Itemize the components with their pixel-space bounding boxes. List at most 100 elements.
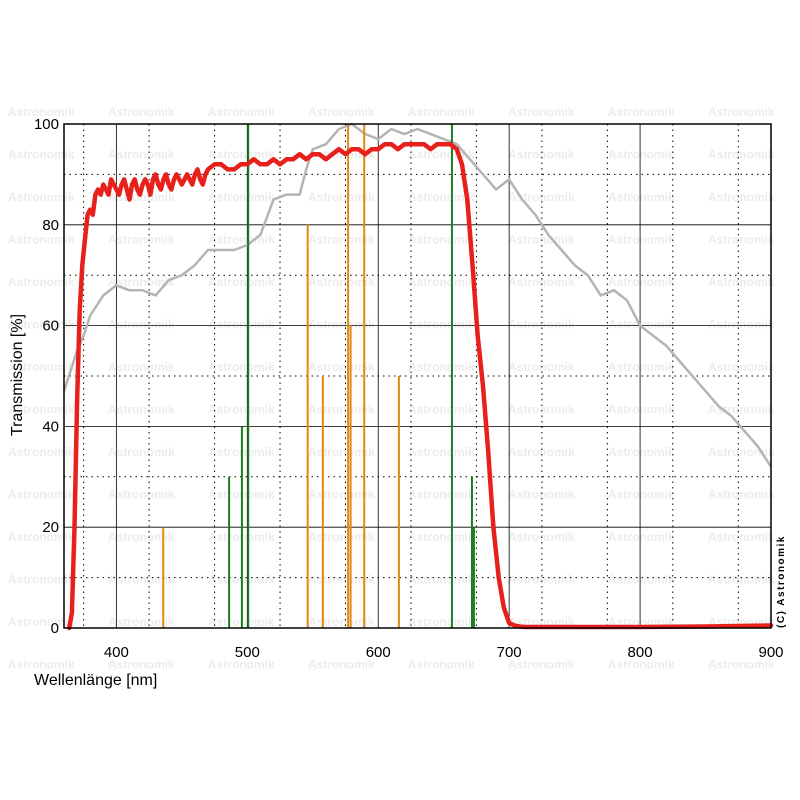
watermark-text: Astronomik xyxy=(308,615,375,629)
y-tick-label: 40 xyxy=(42,418,59,435)
watermark-text: Astronomik xyxy=(408,615,475,629)
watermark-text: Astronomik xyxy=(308,318,375,332)
x-tick-label: 800 xyxy=(628,644,653,661)
watermark-text: Astronomik xyxy=(608,658,675,672)
emission-lines-layer xyxy=(162,124,475,628)
x-tick-label: 700 xyxy=(497,644,522,661)
watermark-text: Astronomik xyxy=(408,445,475,459)
reference-curve-layer xyxy=(62,122,773,468)
watermark-text: Astronomik xyxy=(408,403,475,417)
watermark-text: Astronomik xyxy=(308,658,375,672)
watermark-text: Astronomik xyxy=(508,318,575,332)
watermark-text: Astronomik xyxy=(8,445,75,459)
watermark-text: Astronomik xyxy=(608,275,675,289)
watermark-text: Astronomik xyxy=(108,360,175,374)
watermark-text: Astronomik xyxy=(108,233,175,247)
watermark-text: Astronomik xyxy=(308,233,375,247)
watermark-text: Astronomik xyxy=(8,275,75,289)
watermark-text: Astronomik xyxy=(108,488,175,502)
watermark-text: Astronomik xyxy=(108,530,175,544)
watermark-text: Astronomik xyxy=(108,318,175,332)
watermark-text: Astronomik xyxy=(8,318,75,332)
filter-transmission-curve xyxy=(66,141,774,631)
watermark-text: Astronomik xyxy=(608,403,675,417)
watermark-text: Astronomik xyxy=(108,148,175,162)
tick-labels: 400 500 600 700 800 900 0 20 40 60 80 100 xyxy=(34,116,784,661)
watermark-text: Astronomik xyxy=(408,105,475,119)
grid xyxy=(64,124,771,628)
watermark-text: Astronomik xyxy=(408,190,475,204)
watermark-text: Astronomik xyxy=(408,233,475,247)
watermark-text: Astronomik xyxy=(8,658,75,672)
watermark-text: Astronomik xyxy=(208,318,275,332)
y-axis-label: Transmission [%] xyxy=(9,314,26,436)
watermark-text: Astronomik xyxy=(208,658,275,672)
watermark-text: Astronomik xyxy=(608,573,675,587)
watermark-text: Astronomik xyxy=(508,573,575,587)
x-tick-label: 900 xyxy=(758,644,783,661)
watermark-text: Astronomik xyxy=(308,360,375,374)
watermark-text: Astronomik xyxy=(608,360,675,374)
watermark-text: Astronomik xyxy=(108,105,175,119)
watermark-text: Astronomik xyxy=(8,488,75,502)
watermark-text: Astronomik xyxy=(8,190,75,204)
y-tick-label: 60 xyxy=(42,318,59,335)
watermark-text: Astronomik xyxy=(708,318,775,332)
watermark-text: Astronomik xyxy=(408,658,475,672)
copyright-label: (C) Astronomik xyxy=(776,535,787,628)
watermark-text: Astronomik xyxy=(708,233,775,247)
y-tick-label: 0 xyxy=(51,620,59,637)
watermark-text: Astronomik xyxy=(8,573,75,587)
watermark-text: Astronomik xyxy=(108,615,175,629)
watermark-text: Astronomik xyxy=(408,360,475,374)
watermark-text: Astronomik xyxy=(608,190,675,204)
y-tick-label: 100 xyxy=(34,116,59,133)
plot-frame xyxy=(63,123,772,629)
watermark-text: Astronomik xyxy=(108,403,175,417)
watermark-text: Astronomik xyxy=(8,105,75,119)
watermark-text: Astronomik xyxy=(8,233,75,247)
watermark-text: Astronomik xyxy=(608,233,675,247)
watermark-text: Astronomik xyxy=(108,275,175,289)
watermark-text: Astronomik xyxy=(208,190,275,204)
watermark-text: Astronomik xyxy=(208,148,275,162)
watermark-text: Astronomik xyxy=(708,530,775,544)
watermark-text: Astronomik xyxy=(708,275,775,289)
watermark-text: Astronomik xyxy=(308,445,375,459)
x-tick-label: 400 xyxy=(104,644,129,661)
watermark-text: Astronomik xyxy=(308,105,375,119)
watermark-text: Astronomik xyxy=(308,530,375,544)
watermark-text: Astronomik xyxy=(308,573,375,587)
y-tick-label: 20 xyxy=(42,519,59,536)
watermark-text: Astronomik xyxy=(308,275,375,289)
watermark-text: Astronomik xyxy=(8,615,75,629)
watermark-text: Astronomik xyxy=(708,190,775,204)
y-tick-label: 80 xyxy=(42,217,59,234)
watermark-text: Astronomik xyxy=(308,488,375,502)
watermark-text: Astronomik xyxy=(508,148,575,162)
watermark-text: Astronomik xyxy=(608,488,675,502)
watermark-text: Astronomik xyxy=(208,360,275,374)
watermark-text: Astronomik xyxy=(108,190,175,204)
watermark-text: Astronomik xyxy=(708,573,775,587)
watermark-text: Astronomik xyxy=(208,105,275,119)
watermark-text: Astronomik xyxy=(708,488,775,502)
watermark-text: Astronomik xyxy=(8,148,75,162)
watermark-text: Astronomik xyxy=(608,318,675,332)
watermark-text: Astronomik xyxy=(308,403,375,417)
watermark-text: Astronomik xyxy=(608,105,675,119)
filter-curve-layer xyxy=(66,141,774,631)
watermark-text: Astronomik xyxy=(8,403,75,417)
watermark-text: Astronomik xyxy=(108,573,175,587)
watermark-text: Astronomik xyxy=(608,530,675,544)
watermark-text: Astronomik xyxy=(408,530,475,544)
watermark-text: Astronomik xyxy=(608,445,675,459)
reference-curve xyxy=(62,122,773,468)
watermark-text: Astronomik xyxy=(508,445,575,459)
watermark-text: Astronomik xyxy=(108,658,175,672)
x-axis-label: Wellenlänge [nm] xyxy=(34,672,157,689)
watermark-text: Astronomik xyxy=(108,445,175,459)
watermark-text: Astronomik xyxy=(208,403,275,417)
watermark-text: Astronomik xyxy=(708,360,775,374)
